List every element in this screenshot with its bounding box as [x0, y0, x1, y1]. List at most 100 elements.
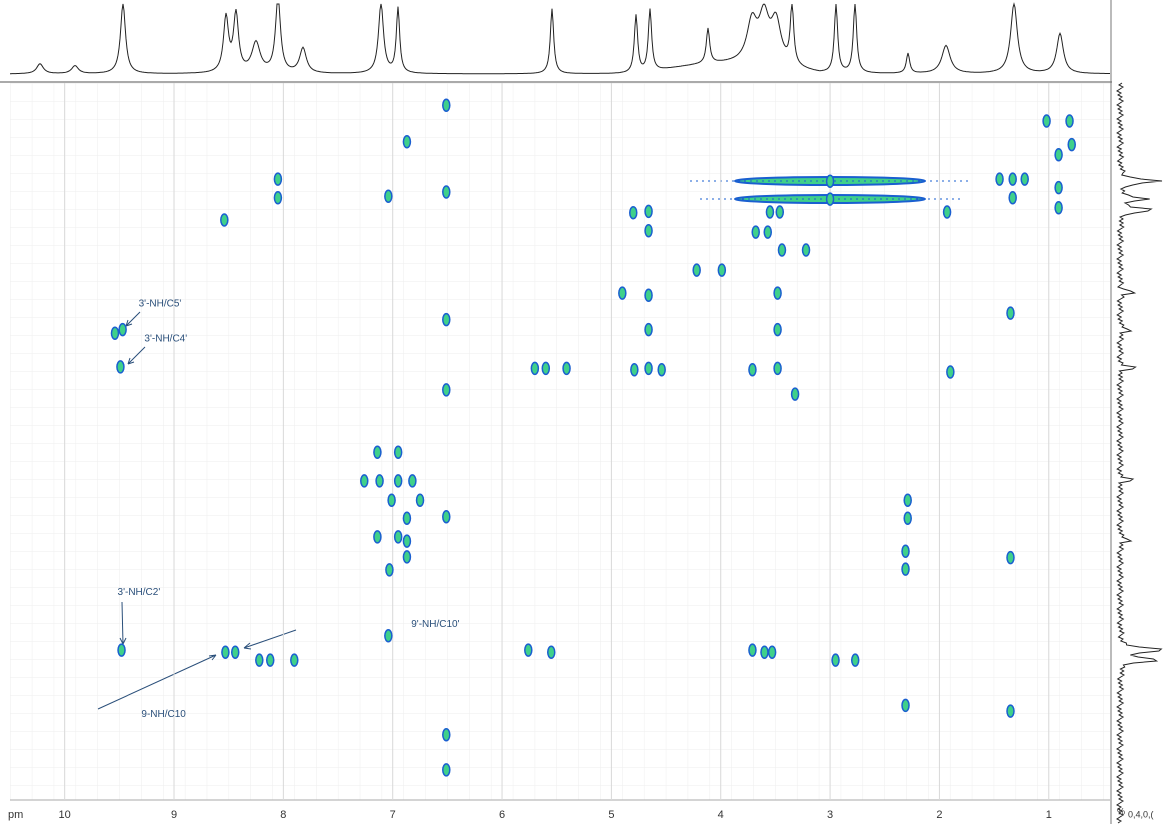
cross-peak	[657, 363, 666, 377]
annotation: 9'-NH/C10'	[411, 619, 459, 630]
cross-peak	[644, 322, 653, 337]
cross-peak	[1054, 147, 1063, 162]
cross-peak	[1065, 114, 1074, 128]
cross-peak	[385, 563, 394, 577]
x-tick-label: 8	[280, 809, 286, 821]
cross-peak	[763, 225, 773, 239]
cross-peak	[692, 263, 701, 277]
cross-peak	[1054, 201, 1063, 215]
x-tick-label: 1	[1046, 809, 1052, 821]
cross-peak	[618, 286, 627, 300]
minor-grid	[10, 83, 1110, 800]
x-tick-label: 3	[827, 809, 833, 821]
cross-peak	[1042, 114, 1051, 128]
cross-peak	[717, 263, 727, 277]
cross-peak	[995, 172, 1004, 186]
cross-peak	[644, 288, 653, 302]
x-tick-label: 2	[936, 809, 942, 821]
cross-peak	[644, 361, 653, 376]
x-tick-label: 9	[171, 809, 177, 821]
cross-peak	[790, 387, 800, 401]
cross-peak	[442, 185, 451, 199]
cross-peak	[442, 98, 451, 112]
cross-peak	[773, 361, 782, 376]
x-tick-label: 10	[59, 809, 71, 821]
cross-peak	[442, 728, 451, 742]
cross-peak	[946, 365, 955, 379]
cross-peak	[384, 189, 393, 204]
cross-peak	[901, 698, 910, 713]
annotation: 3'-NH/C5'	[139, 298, 182, 309]
cross-peak	[850, 653, 860, 667]
cross-peak	[562, 361, 571, 376]
cross-peak	[773, 286, 782, 300]
cross-peak	[220, 213, 229, 227]
cross-peak	[760, 645, 769, 660]
cross-peak	[644, 204, 653, 219]
side-1d-spectrum	[1116, 82, 1163, 824]
right-label: %	[1117, 806, 1125, 816]
cross-peak	[110, 326, 120, 340]
cross-peak	[903, 493, 912, 508]
cross-peak	[116, 360, 125, 374]
cross-peak	[629, 206, 638, 220]
cross-peak	[1020, 172, 1029, 186]
x-tick-label: 6	[499, 809, 505, 821]
cross-peak	[777, 243, 787, 257]
cross-peak	[373, 530, 382, 544]
cross-peak	[290, 653, 299, 667]
cross-peak	[402, 550, 412, 564]
arrows	[97, 311, 297, 710]
cross-peak	[825, 174, 835, 188]
cross-peak	[825, 192, 835, 206]
cross-peak	[524, 643, 533, 657]
cross-peak	[402, 135, 412, 149]
cross-peak	[442, 763, 451, 777]
cross-peak	[373, 445, 382, 460]
cross-peak	[903, 511, 912, 525]
cross-peak	[773, 322, 782, 337]
cross-peak	[360, 474, 369, 488]
cross-peak	[415, 493, 425, 508]
cross-peak	[1054, 180, 1063, 195]
cross-peak	[901, 544, 910, 558]
cross-peak	[273, 190, 283, 205]
cross-peak	[393, 474, 403, 488]
cross-peak	[393, 530, 403, 544]
x-tick-label: 4	[718, 809, 724, 821]
cross-peak	[442, 510, 451, 524]
cross-peak	[775, 205, 785, 219]
cross-peak	[273, 172, 283, 186]
x-tick-label: 7	[390, 809, 396, 821]
cross-peak	[402, 511, 412, 525]
cross-peak	[118, 322, 127, 337]
cross-peak	[547, 645, 556, 660]
cross-peak	[402, 534, 412, 548]
cross-peak	[442, 383, 451, 397]
cross-peak	[1006, 704, 1015, 718]
cross-peak	[1067, 137, 1076, 152]
cross-peak	[255, 653, 264, 667]
cross-peak	[117, 643, 126, 657]
cross-peak	[751, 225, 760, 239]
cross-peak	[408, 474, 417, 488]
cross-peak	[221, 645, 230, 660]
cross-peak	[942, 205, 952, 219]
top-1d-spectrum	[10, 2, 1110, 75]
cross-peak	[375, 474, 384, 488]
cross-peak	[801, 243, 811, 257]
cross-peak	[265, 653, 275, 667]
cross-peak	[1008, 172, 1017, 186]
cross-peak	[644, 223, 653, 238]
x-tick-label: 5	[608, 809, 614, 821]
cross-peak	[1006, 306, 1015, 320]
cross-peak	[393, 445, 403, 460]
annotation: 3'-NH/C4'	[144, 334, 187, 345]
cross-peak	[767, 645, 777, 660]
cross-peak	[748, 363, 757, 377]
cross-peak	[831, 653, 840, 667]
cross-peak	[630, 363, 639, 377]
annotation: 3'-NH/C2'	[118, 587, 161, 598]
right-label: 0,4,0,(	[1128, 809, 1154, 819]
